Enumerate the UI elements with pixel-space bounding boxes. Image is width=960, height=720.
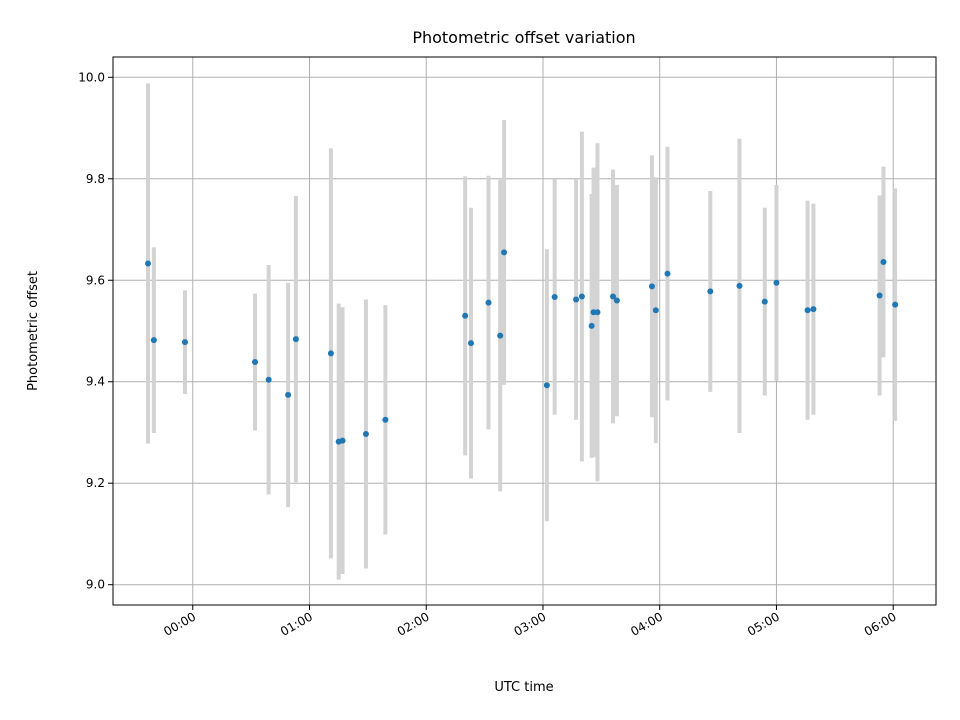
data-point	[880, 258, 887, 265]
data-point	[467, 340, 474, 347]
data-point	[497, 332, 504, 339]
data-point	[773, 279, 780, 286]
x-axis-ticks: 00:00 01:00 02:00 03:00 04:00 05:00 06:00	[161, 605, 899, 639]
x-tick-label: 00:00	[161, 609, 198, 638]
data-point	[736, 282, 743, 289]
errorbar-layer	[146, 83, 898, 580]
y-axis-label: Photometric offset	[26, 271, 41, 391]
y-tick-label: 9.2	[86, 476, 105, 490]
data-point	[382, 416, 389, 423]
plot-frame	[112, 56, 937, 606]
x-tick-label: 02:00	[395, 609, 432, 638]
y-tick-label: 10.0	[78, 70, 105, 84]
data-point	[252, 358, 259, 365]
x-tick-label: 04:00	[628, 609, 665, 638]
data-point	[543, 382, 550, 389]
chart-title: Photometric offset variation	[412, 28, 635, 47]
data-point	[551, 294, 558, 301]
data-point	[613, 297, 620, 304]
data-point	[876, 292, 883, 299]
data-point	[810, 306, 817, 313]
data-point	[285, 391, 292, 398]
y-axis-ticks: 9.0 9.2 9.4 9.6 9.8 10.0	[78, 70, 113, 592]
x-tick-label: 01:00	[278, 609, 315, 638]
data-point	[292, 336, 299, 343]
data-point	[462, 312, 469, 319]
data-point	[892, 301, 899, 308]
data-point	[664, 270, 671, 277]
y-tick-label: 9.6	[86, 273, 105, 287]
data-point	[145, 260, 152, 267]
data-point	[150, 337, 157, 344]
data-point	[594, 309, 601, 316]
data-point	[610, 293, 617, 300]
data-point	[804, 307, 811, 314]
data-point	[339, 437, 346, 444]
data-point	[578, 293, 585, 300]
point-layer	[145, 249, 899, 445]
data-point	[761, 298, 768, 305]
data-point	[362, 431, 369, 438]
data-point	[181, 339, 188, 346]
data-point	[327, 350, 334, 357]
data-point	[648, 283, 655, 290]
x-axis-label: UTC time	[494, 680, 553, 695]
x-tick-label: 03:00	[512, 609, 549, 638]
y-tick-label: 9.8	[86, 172, 105, 186]
data-point	[573, 296, 580, 303]
y-tick-label: 9.0	[86, 578, 105, 592]
data-point	[501, 249, 508, 256]
data-point	[265, 376, 272, 383]
data-point	[588, 322, 595, 329]
data-point	[485, 299, 492, 306]
y-tick-label: 9.4	[86, 375, 105, 389]
data-point	[652, 307, 659, 314]
data-point	[707, 288, 714, 295]
x-tick-label: 05:00	[745, 609, 782, 638]
x-tick-label: 06:00	[862, 609, 899, 638]
